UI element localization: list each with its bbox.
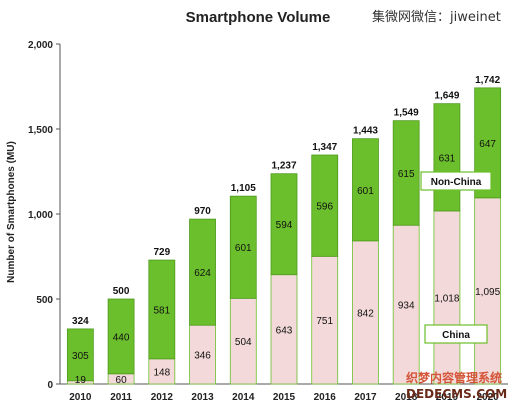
bar-label-china: 148 xyxy=(153,367,170,378)
bar-non-china xyxy=(270,173,298,276)
x-tick-label: 2014 xyxy=(232,392,255,403)
bar-label-china: 504 xyxy=(235,337,252,348)
watermark-line2: DEDECMS.COM xyxy=(406,387,507,401)
bar-non-china xyxy=(229,195,257,299)
bar-label-china: 934 xyxy=(398,301,415,312)
x-tick-label: 2016 xyxy=(314,392,337,403)
bar-label-china: 842 xyxy=(357,308,374,319)
x-tick-label: 2013 xyxy=(191,392,214,403)
bar-total-label: 1,549 xyxy=(394,108,419,119)
bar-non-china xyxy=(311,154,339,257)
legend-non-china-box xyxy=(420,171,492,191)
bar-label-non-china: 647 xyxy=(479,139,496,150)
y-axis-label: Number of Smartphones (MU) xyxy=(6,141,17,283)
bar-label-china: 346 xyxy=(194,351,211,362)
bar-total-label: 1,443 xyxy=(353,126,378,137)
x-tick-label: 2015 xyxy=(273,392,296,403)
bar-non-china xyxy=(107,298,135,375)
bar-label-non-china: 615 xyxy=(398,169,415,180)
bar-label-non-china: 631 xyxy=(439,153,456,164)
x-tick-label: 2011 xyxy=(110,392,132,403)
bar-china xyxy=(352,240,379,385)
x-tick-label: 2010 xyxy=(69,392,92,403)
bar-total-label: 729 xyxy=(153,247,170,258)
legend-china-label: China xyxy=(442,330,470,341)
bar-label-china: 19 xyxy=(75,375,87,386)
bar-china xyxy=(433,210,461,385)
x-tick-label: 2012 xyxy=(151,392,174,403)
bar-label-china: 643 xyxy=(276,325,293,336)
x-tick-label: 2018 xyxy=(395,392,418,403)
chart-title: Smartphone Volume xyxy=(186,9,331,26)
bar-label-china: 1,018 xyxy=(434,293,459,304)
bar-label-non-china: 581 xyxy=(153,305,170,316)
bar-china xyxy=(229,297,257,385)
legend: Non-China China xyxy=(420,171,492,344)
bar-china xyxy=(474,197,502,385)
bar-non-china xyxy=(392,120,420,226)
x-tick-label: 2017 xyxy=(354,392,377,403)
bar-china xyxy=(189,324,216,385)
y-tick-label: 2,000 xyxy=(28,40,53,51)
bar-label-non-china: 601 xyxy=(357,186,374,197)
legend-non-china-label: Non-China xyxy=(431,177,482,188)
bar-label-non-china: 305 xyxy=(72,351,89,362)
bar-non-china xyxy=(433,103,461,212)
y-tick-label: 1,500 xyxy=(28,125,53,136)
bar-label-china: 60 xyxy=(116,375,128,386)
bar-label-non-china: 601 xyxy=(235,243,252,254)
watermark-line1: 织梦内容管理系统 xyxy=(406,370,502,385)
bar-china xyxy=(392,224,420,385)
bar-total-label: 324 xyxy=(72,316,89,327)
bar-label-non-china: 594 xyxy=(276,220,293,231)
bar-label-china: 1,095 xyxy=(475,287,500,298)
bar-total-label: 1,237 xyxy=(271,161,296,172)
y-tick-label: 500 xyxy=(36,295,53,306)
bar-total-label: 500 xyxy=(113,286,130,297)
bar-total-label: 970 xyxy=(194,206,211,217)
header-note: 集微网微信：jiweinet xyxy=(372,9,501,25)
bar-total-label: 1,105 xyxy=(231,183,256,194)
bar-total-label: 1,649 xyxy=(434,91,459,102)
bar-label-non-china: 596 xyxy=(316,202,333,213)
bar-total-label: 1,347 xyxy=(312,142,337,153)
bar-label-non-china: 440 xyxy=(113,332,130,343)
bar-total-label: 1,742 xyxy=(475,75,500,86)
watermark: 织梦内容管理系统 DEDECMS.COM xyxy=(406,370,507,401)
bar-label-non-china: 624 xyxy=(194,268,211,279)
bar-non-china xyxy=(66,328,94,382)
bar-non-china xyxy=(189,218,216,326)
y-tick-label: 0 xyxy=(47,380,53,391)
x-tick-label: 2019 xyxy=(436,392,459,403)
bar-non-china xyxy=(352,138,379,242)
plot-area: 0 500 1,000 1,500 2,000 305 19 324 2010 440 60 500 2… xyxy=(28,40,508,403)
bar-label-china: 751 xyxy=(316,316,333,327)
x-tick-label: 2020 xyxy=(477,392,500,403)
y-tick-label: 1,000 xyxy=(28,210,53,221)
legend-china-box xyxy=(424,324,488,344)
bar-non-china xyxy=(148,259,176,360)
